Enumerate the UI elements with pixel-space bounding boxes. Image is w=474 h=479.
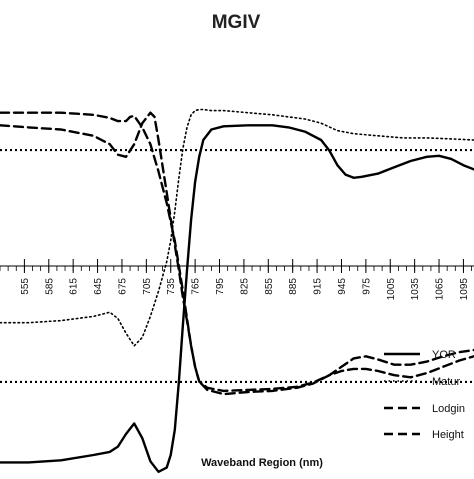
x-tick-label: 1035 [410, 278, 421, 301]
x-tick-label: 675 [117, 278, 128, 295]
x-tick-label: 1005 [386, 278, 397, 301]
x-tick-label: 765 [191, 278, 202, 295]
legend-label-height: Height [432, 429, 464, 441]
x-tick-label: 885 [288, 278, 299, 295]
x-tick-label: 945 [337, 278, 348, 295]
x-tick-label: 735 [166, 278, 177, 295]
x-tick-label: 825 [239, 278, 250, 295]
x-tick-label: 795 [215, 278, 226, 295]
x-tick-label: 1065 [435, 278, 446, 301]
x-tick-label: 855 [264, 278, 275, 295]
legend: YOR Matur Lodgin Height [384, 349, 465, 441]
series-group [0, 108, 474, 473]
x-axis: 555 585 615 645 675 705 735 765 795 825 855 885 915 9… [0, 259, 474, 300]
x-tick-label: 1095 [459, 278, 470, 301]
series-line-lodging [0, 111, 474, 393]
x-tick-label: 705 [142, 278, 153, 295]
x-tick-label: 615 [69, 278, 80, 295]
series-line-maturity [0, 108, 474, 347]
x-tick-label: 645 [93, 278, 104, 295]
reference-lines [0, 148, 474, 384]
x-tick-label: 555 [20, 278, 31, 295]
legend-label-maturity: Matur [432, 376, 460, 388]
legend-label-yor: YOR [432, 349, 456, 361]
x-axis-label: Waveband Region (nm) [201, 457, 323, 469]
x-tick-label: 975 [361, 278, 372, 295]
legend-label-lodging: Lodgin [432, 403, 465, 415]
x-tick-label: 915 [313, 278, 324, 295]
series-line-height [0, 111, 474, 396]
chart-title: MGIV [212, 12, 261, 33]
series-line-yor [0, 124, 474, 473]
x-tick-label: 585 [44, 278, 55, 295]
